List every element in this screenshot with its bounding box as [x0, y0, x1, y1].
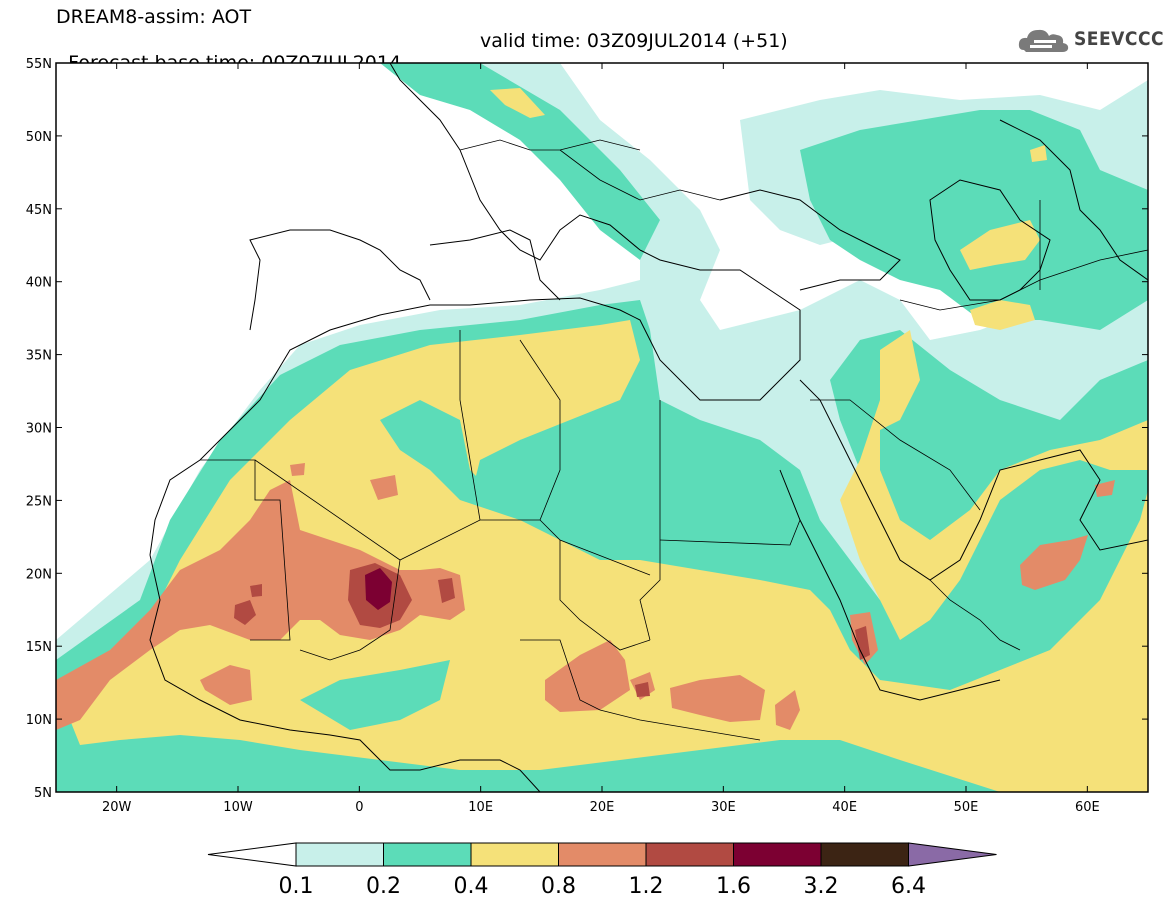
colorbar-segment	[383, 842, 472, 867]
lat-tick-label: 30N	[26, 422, 52, 437]
colorbar: 0.1 0.2 0.4 0.8 1.2 1.6 3.2 6.4	[207, 842, 997, 899]
lat-tick-label: 5N	[34, 786, 52, 801]
aot-level-1.2	[234, 563, 870, 697]
seevccc-logo: SEEVCCC	[1016, 22, 1164, 58]
aot-level-0.2-patches	[300, 400, 790, 730]
lat-tick-label: 35N	[26, 349, 52, 364]
colorbar-label: 1.2	[629, 874, 664, 899]
lat-tick-label: 50N	[26, 130, 52, 145]
lat-tick-label: 25N	[26, 494, 52, 509]
lat-tick-label: 40N	[26, 276, 52, 291]
colorbar-label: 0.1	[279, 874, 314, 899]
lat-tick-label: 10N	[26, 713, 52, 728]
lat-tick-label: 20N	[26, 567, 52, 582]
aot-level-0.8	[56, 463, 1115, 730]
axis-ticks	[56, 62, 1148, 793]
coastlines	[149, 63, 1148, 792]
lat-tick-labels: 55N 50N 45N 40N 35N 30N 25N 20N 15N 10N 5N	[26, 57, 52, 801]
colorbar-high-arrow	[908, 842, 997, 867]
aot-field	[56, 63, 1148, 792]
country-borders	[200, 139, 1148, 741]
lat-tick-label: 15N	[26, 640, 52, 655]
lat-tick-label: 55N	[26, 57, 52, 72]
lon-tick-label: 10E	[468, 800, 493, 815]
colorbar-segment	[295, 842, 384, 867]
cloud-icon	[1018, 29, 1069, 52]
valid-time-label: valid time: 03Z09JUL2014 (+51)	[480, 30, 788, 52]
colorbar-label: 0.4	[454, 874, 489, 899]
lat-tick-label: 45N	[26, 203, 52, 218]
colorbar-segment	[645, 842, 734, 867]
lon-tick-label: 20E	[590, 800, 615, 815]
colorbar-label: 3.2	[804, 874, 839, 899]
colorbar-segment	[470, 842, 559, 867]
colorbar-label: 0.8	[541, 874, 576, 899]
colorbar-segment	[820, 842, 909, 867]
colorbar-label: 6.4	[891, 874, 926, 899]
lon-tick-label: 20W	[102, 800, 132, 815]
lon-tick-label: 50E	[954, 800, 979, 815]
lon-tick-label: 40E	[832, 800, 857, 815]
lon-tick-labels: 20W 10W 0 10E 20E 30E 40E 50E 60E	[102, 800, 1100, 815]
colorbar-label: 1.6	[716, 874, 751, 899]
lon-tick-label: 0	[355, 800, 363, 815]
lon-tick-label: 60E	[1075, 800, 1100, 815]
aot-level-1.6	[365, 568, 392, 610]
colorbar-segment	[733, 842, 822, 867]
lon-tick-label: 30E	[711, 800, 736, 815]
colorbar-label: 0.2	[366, 874, 401, 899]
lon-tick-label: 10W	[223, 800, 253, 815]
colorbar-low-arrow	[207, 842, 297, 867]
colorbar-segment	[558, 842, 647, 867]
logo-text: SEEVCCC	[1074, 28, 1165, 50]
chart-title: DREAM8-assim: AOT	[56, 6, 252, 28]
aot-level-0.4	[70, 88, 1148, 792]
